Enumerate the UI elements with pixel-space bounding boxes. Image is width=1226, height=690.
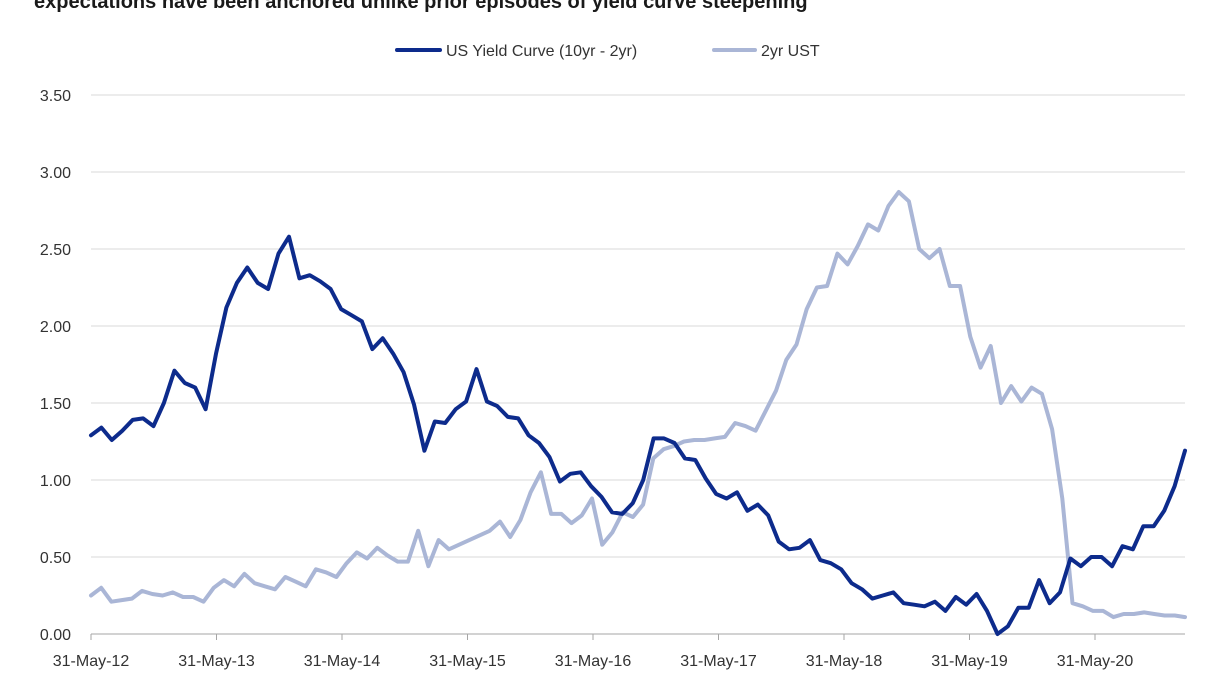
x-tick-label: 31-May-13 <box>178 653 255 670</box>
x-axis: 31-May-12 31-May-13 31-May-14 31-May-15 31-M… <box>53 633 1185 670</box>
series-line-2yr-ust <box>89 190 1187 620</box>
series-line-yield-curve <box>89 234 1187 636</box>
y-axis-ticks: 0.00 0.50 1.00 1.50 2.00 2.50 3.00 3.50 <box>40 88 71 644</box>
x-tick-label: 31-May-20 <box>1057 653 1134 670</box>
legend-label: US Yield Curve (10yr - 2yr) <box>446 43 637 60</box>
y-tick-label: 3.00 <box>40 165 71 182</box>
y-tick-label: 1.50 <box>40 396 71 413</box>
chart-title: expectations have been anchored unlike p… <box>34 0 808 13</box>
y-tick-label: 0.50 <box>40 550 71 567</box>
x-tick-label: 31-May-15 <box>429 653 506 670</box>
x-tick-label: 31-May-16 <box>555 653 632 670</box>
x-tick-label: 31-May-18 <box>806 653 883 670</box>
x-tick-label: 31-May-19 <box>931 653 1008 670</box>
legend: US Yield Curve (10yr - 2yr) 2yr UST <box>395 43 820 60</box>
y-tick-label: 2.00 <box>40 319 71 336</box>
x-tick-label: 31-May-12 <box>53 653 130 670</box>
y-tick-label: 0.00 <box>40 627 71 644</box>
x-tick-label: 31-May-17 <box>680 653 757 670</box>
x-tick-label: 31-May-14 <box>304 653 381 670</box>
y-tick-label: 1.00 <box>40 473 71 490</box>
legend-label: 2yr UST <box>761 43 820 60</box>
y-tick-label: 3.50 <box>40 88 71 105</box>
series-layer <box>89 190 1187 636</box>
y-tick-label: 2.50 <box>40 242 71 259</box>
